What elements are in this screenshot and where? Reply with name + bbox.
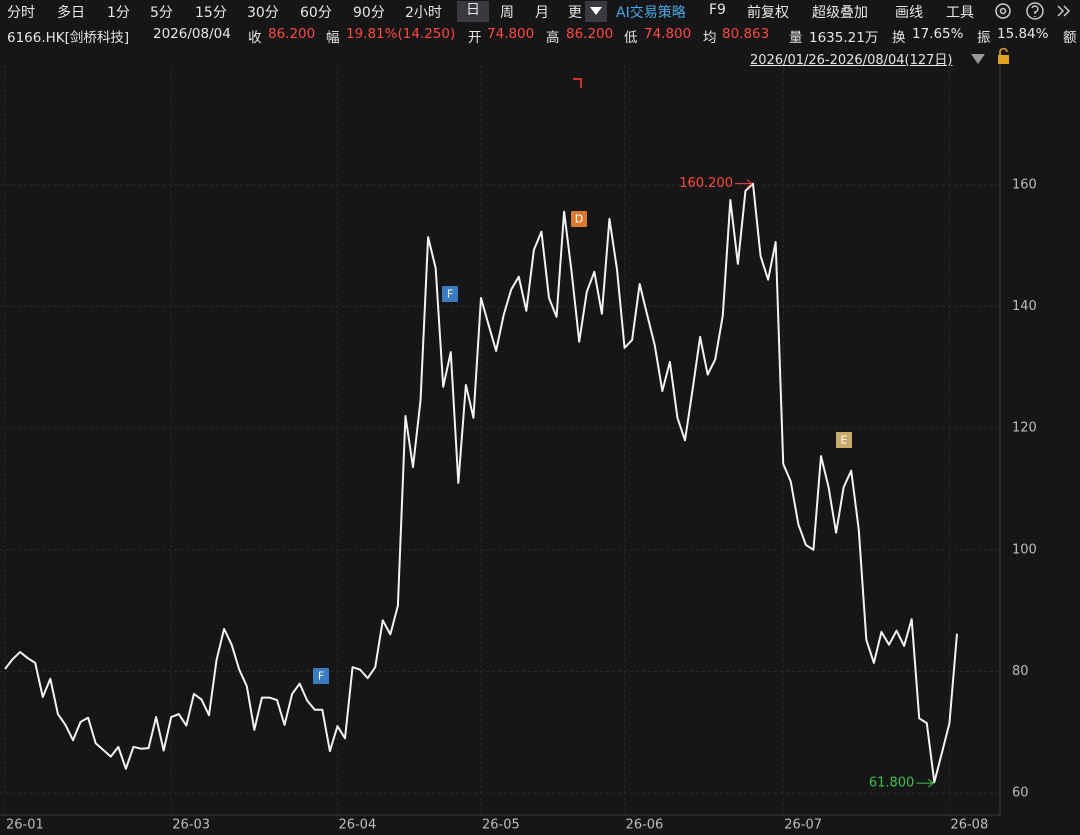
- toolbar-tab[interactable]: 日: [457, 1, 489, 22]
- event-marker-label: E: [841, 434, 848, 447]
- field-label: 幅: [326, 30, 340, 45]
- field-label: 换: [892, 30, 906, 45]
- toolbar-tab[interactable]: 超级叠加: [812, 5, 868, 21]
- date-range[interactable]: 2026/01/26-2026/08/04(127日): [750, 53, 953, 68]
- low-label: 61.800: [869, 776, 915, 791]
- toolbar-tab[interactable]: 周: [500, 5, 514, 21]
- event-marker-label: D: [575, 213, 583, 226]
- y-tick-label: 120: [1012, 421, 1037, 436]
- y-tick-label: 80: [1012, 664, 1029, 679]
- low-arrow: [916, 778, 935, 788]
- toolbar-tab[interactable]: 1分: [107, 5, 130, 21]
- toolbar-tab[interactable]: 画线: [895, 5, 923, 21]
- event-marker-label: F: [318, 670, 324, 683]
- field-label: 额: [1063, 30, 1077, 45]
- quote-date: 2026/08/04: [153, 26, 231, 42]
- field-value: 15.84%: [997, 26, 1049, 42]
- field-value: 74.800: [487, 26, 535, 42]
- toolbar-tab[interactable]: 工具: [946, 5, 974, 21]
- y-tick-label: 60: [1012, 786, 1029, 801]
- x-tick-label: 26-05: [482, 818, 520, 833]
- symbol: 6166.HK[剑桥科技]: [7, 30, 130, 45]
- y-tick-label: 100: [1012, 542, 1037, 557]
- field-value: 80.863: [722, 26, 770, 42]
- x-tick-label: 26-04: [338, 818, 376, 833]
- field-label: 量: [789, 30, 803, 45]
- toolbar-tab[interactable]: 前复权: [747, 5, 789, 21]
- event-marker: [313, 668, 329, 684]
- toolbar-tab[interactable]: 更: [568, 5, 582, 21]
- x-tick-label: 26-07: [784, 818, 822, 833]
- toolbar-tab[interactable]: 5分: [150, 5, 173, 21]
- field-label: 均: [703, 30, 717, 45]
- field-value: 17.65%: [912, 26, 964, 42]
- toolbar-tab[interactable]: 15分: [195, 5, 227, 21]
- toolbar-tab[interactable]: F9: [709, 2, 726, 18]
- event-marker: [442, 286, 458, 302]
- field-value: 86.200: [268, 26, 316, 42]
- field-value: 1635.21万: [809, 30, 879, 45]
- toolbar-tab[interactable]: 多日: [57, 5, 85, 21]
- field-label: 高: [546, 30, 560, 45]
- x-tick-label: 26-03: [172, 818, 210, 833]
- x-tick-label: 26-01: [6, 818, 44, 833]
- field-value: 86.200: [566, 26, 614, 42]
- toolbar-tab[interactable]: 分时: [7, 5, 35, 21]
- field-label: 收: [248, 30, 262, 45]
- high-arrow: [735, 179, 753, 189]
- high-label: 160.200: [679, 176, 733, 191]
- toolbar-tab[interactable]: 60分: [300, 5, 332, 21]
- quote-info: 6166.HK[剑桥科技] 2026/08/04 收 86.200 幅 19.81%(14…: [0, 23, 1080, 45]
- field-value: 19.81%(14.250): [346, 26, 456, 42]
- event-marker: [571, 211, 587, 227]
- toolbar-tab[interactable]: AI交易策略: [616, 5, 686, 21]
- field-label: 低: [624, 30, 638, 45]
- toolbar-tab[interactable]: 月: [535, 5, 549, 21]
- toolbar: 分时 多日 1分 5分 15分 30分 60分 90分 2小时日周 月 更 AI交易策略 F9 前复权 超级…: [0, 0, 1080, 23]
- toolbar-tab[interactable]: 90分: [353, 5, 385, 21]
- y-tick-label: 160: [1012, 177, 1037, 192]
- price-line: [4, 182, 958, 784]
- x-tick-label: 26-06: [626, 818, 664, 833]
- toolbar-tab[interactable]: 2小时: [405, 5, 442, 21]
- field-label: 振: [977, 30, 991, 45]
- toolbar-tab[interactable]: 30分: [247, 5, 279, 21]
- event-marker-label: F: [447, 288, 453, 301]
- field-value: 74.800: [644, 26, 692, 42]
- x-tick-label: 26-08: [950, 818, 988, 833]
- event-marker: [836, 432, 852, 448]
- field-label: 开: [468, 30, 482, 45]
- y-tick-label: 140: [1012, 299, 1037, 314]
